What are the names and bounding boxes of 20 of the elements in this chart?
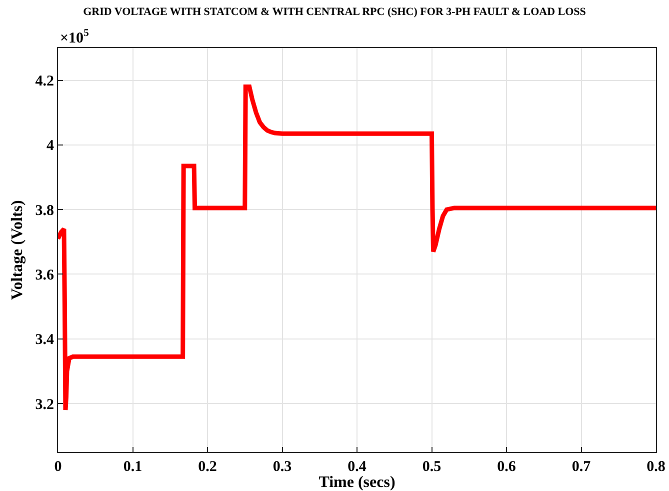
text: ×10$^{5}$ — [60, 28, 89, 46]
x-tick-label: 0.5 — [422, 459, 442, 475]
y-tick-label: 4.2 — [35, 74, 54, 90]
x-axis-title: Time (secs) — [318, 474, 396, 491]
x-tick-label: 0.1 — [123, 459, 142, 475]
x-tick-label: 0.3 — [272, 459, 292, 475]
y-tick-label: 3.4 — [35, 332, 54, 348]
x-tick-label: 0.2 — [198, 459, 217, 475]
y-tick-label: 4 — [46, 138, 54, 154]
y-tick-label: 3.2 — [35, 396, 54, 413]
y-tick-label: 3.6 — [35, 267, 54, 284]
chart-title: GRID VOLTAGE WITH STATCOM & WITH CENTRAL RPC (SHC) FOR 3-PH FAULT & LOAD LOSS — [83, 6, 586, 18]
x-tick-label: 0.7 — [572, 459, 592, 475]
x-tick-label: 0 — [54, 459, 62, 475]
x-tick-label: 0.8 — [646, 459, 666, 475]
x-tick-label: 0.4 — [348, 459, 367, 475]
x-tick-label: 0.6 — [497, 459, 516, 475]
y-axis-title: Voltage (Volts) — [9, 200, 26, 300]
y-tick-label: 3.8 — [35, 202, 54, 219]
line-series — [58, 84, 656, 412]
